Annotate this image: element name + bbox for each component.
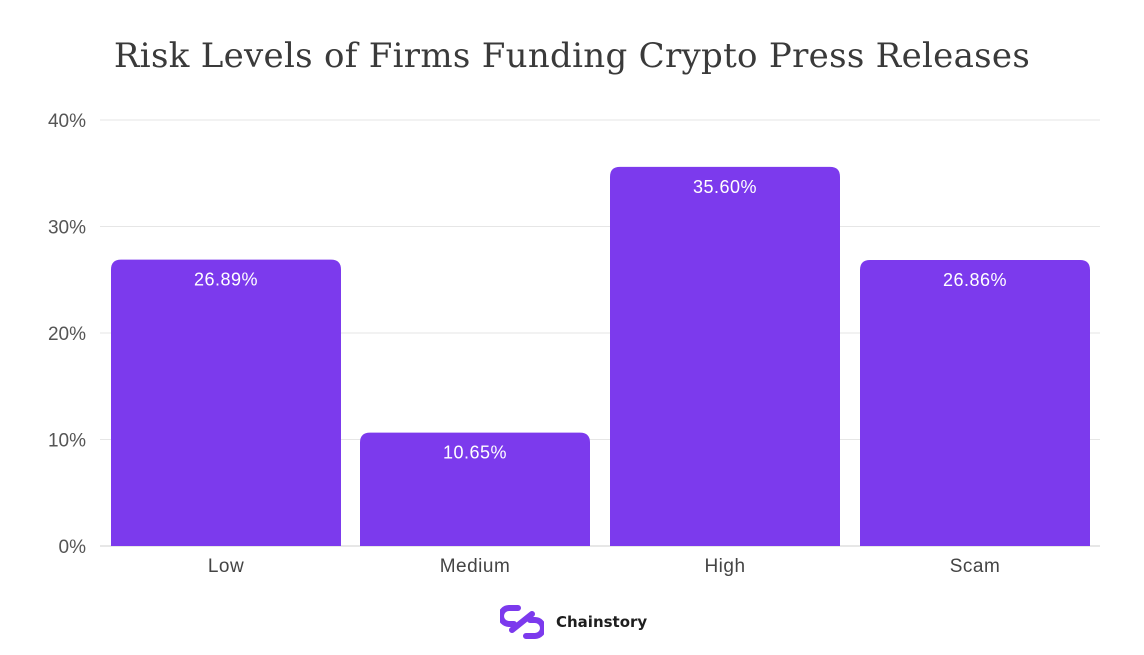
brand-name: Chainstory (556, 613, 648, 631)
brand-footer: Chainstory (500, 604, 647, 640)
x-axis: Low Medium High Scam (208, 556, 1000, 577)
x-tick-label: Scam (950, 556, 1001, 577)
y-tick-label: 40% (48, 111, 86, 132)
chart-title: Risk Levels of Firms Funding Crypto Pres… (113, 36, 1031, 76)
bar-medium (360, 432, 590, 546)
y-tick-label: 20% (48, 324, 86, 345)
bars (111, 166, 1090, 547)
bar-value-labels: 26.89% 10.65% 35.60% 26.86% (194, 177, 1007, 463)
y-tick-label: 10% (48, 431, 86, 452)
bar-chart: 26.89%10.65%35.60%26.86% 0%10%20%30%40% … (48, 111, 1100, 577)
bar-value-label: 35.60% (693, 177, 757, 197)
x-tick-label: Low (208, 556, 244, 577)
bar-value-label: 26.86% (943, 270, 1007, 290)
y-tick-label: 30% (48, 218, 86, 239)
y-axis: 0% 10% 20% 30% 40% (48, 111, 86, 558)
bar-value-label: 10.65% (443, 443, 507, 463)
chainstory-logo-icon (500, 605, 544, 639)
y-tick-label: 0% (59, 537, 87, 558)
bar-value-label: 26.89% (194, 270, 258, 290)
bar-scam (860, 259, 1090, 546)
x-tick-label: Medium (440, 556, 511, 577)
bar-low (111, 259, 341, 546)
bar-high (610, 166, 840, 547)
x-tick-label: High (704, 556, 745, 577)
